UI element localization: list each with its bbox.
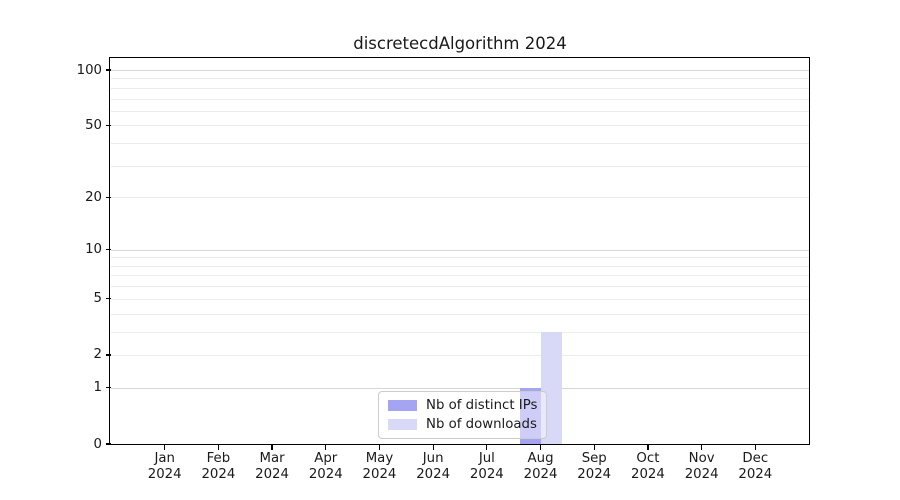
x-tick-label-year: 2024 [469, 467, 504, 482]
x-tick-label-year: 2024 [738, 467, 773, 482]
bar-nb-of-downloads [540, 331, 562, 444]
y-tick-label: 10 [85, 242, 102, 258]
y-tick-mark [105, 248, 111, 251]
x-tick-label-month: Sep [581, 451, 607, 466]
y-tick-label: 20 [85, 189, 102, 205]
x-tick-label: Jul 2024 [459, 451, 515, 483]
y-tick-label: 5 [93, 291, 102, 307]
x-tick-mark [164, 444, 166, 450]
y-tick-label: 50 [85, 117, 102, 133]
x-tick-label: May 2024 [351, 451, 407, 483]
x-tick-label: Dec 2024 [727, 451, 783, 483]
legend-swatch-downloads-icon [388, 419, 417, 430]
y-tick-mark [105, 354, 111, 356]
gridline-minor [111, 143, 809, 145]
x-tick-label-year: 2024 [201, 467, 236, 482]
x-tick-label: Nov 2024 [674, 451, 730, 483]
gridline-major [111, 249, 809, 251]
x-tick-mark [754, 444, 756, 450]
x-tick-mark [700, 444, 703, 450]
legend-swatch-distinct-ips-icon [388, 400, 417, 411]
gridline-minor [111, 165, 809, 167]
x-tick-mark [271, 444, 273, 450]
x-tick-mark [539, 444, 542, 450]
x-tick-label: Jan 2024 [137, 451, 193, 483]
gridline-major [111, 387, 809, 389]
x-tick-label-year: 2024 [416, 467, 451, 482]
x-tick-label-month: Oct [636, 451, 660, 466]
x-tick-label-month: Dec [742, 451, 769, 466]
x-tick-label-year: 2024 [684, 467, 719, 482]
legend: Nb of distinct IPs Nb of downloads [378, 391, 548, 439]
x-tick-mark [432, 444, 434, 450]
plot-area [111, 59, 809, 444]
gridline-minor [111, 98, 809, 100]
x-tick-label: Oct 2024 [620, 451, 676, 483]
legend-label-downloads: Nb of downloads [426, 417, 537, 432]
gridline-major [111, 70, 809, 71]
y-tick-mark [105, 387, 111, 389]
gridline-minor [111, 275, 809, 277]
gridline-minor [111, 354, 809, 356]
x-tick-mark [217, 444, 220, 450]
x-tick-label-month: Jun [422, 451, 444, 466]
x-tick-label-year: 2024 [147, 467, 182, 482]
gridline-minor [111, 286, 809, 288]
x-tick-mark [647, 444, 649, 450]
y-tick-mark [105, 124, 111, 126]
gridline-minor [111, 257, 809, 259]
x-tick-label-month: Apr [314, 451, 338, 466]
gridline-minor [111, 110, 809, 112]
y-tick-mark [105, 298, 111, 300]
gridline-minor [111, 298, 809, 300]
x-tick-label-year: 2024 [631, 467, 665, 482]
gridline-minor [111, 331, 809, 333]
y-tick-mark [105, 196, 111, 198]
x-tick-label-year: 2024 [523, 467, 558, 482]
y-tick-label: 1 [93, 380, 102, 396]
bar-nb-of-distinct-ips [519, 387, 541, 444]
gridline-minor [111, 265, 809, 267]
x-tick-label-month: Feb [206, 451, 231, 466]
x-tick-mark [378, 444, 381, 450]
legend-item-downloads: Nb of downloads [388, 416, 537, 433]
x-tick-label-month: Jul [478, 451, 495, 466]
y-tick-mark [105, 69, 111, 71]
x-tick-mark [325, 444, 327, 450]
x-tick-mark [593, 444, 595, 450]
gridline-minor [111, 197, 809, 199]
gridline-minor [111, 313, 809, 315]
x-tick-label: Mar 2024 [244, 451, 300, 483]
x-tick-label: Jun 2024 [405, 451, 461, 483]
x-tick-label-year: 2024 [255, 467, 289, 482]
chart-title: discretecdAlgorithm 2024 [353, 34, 567, 53]
legend-label-distinct-ips: Nb of distinct IPs [426, 398, 538, 413]
y-tick-label: 0 [93, 436, 102, 452]
x-tick-label: Sep 2024 [566, 451, 622, 483]
x-tick-label-month: Aug [527, 451, 554, 466]
y-tick-mark [105, 443, 111, 445]
x-tick-mark [486, 444, 488, 450]
x-tick-label: Apr 2024 [298, 451, 354, 483]
x-tick-label-year: 2024 [362, 467, 397, 482]
x-tick-label-month: May [365, 451, 394, 466]
x-tick-label-year: 2024 [577, 467, 612, 482]
legend-item-distinct-ips: Nb of distinct IPs [388, 397, 537, 414]
x-tick-label-year: 2024 [308, 467, 343, 482]
y-tick-label: 100 [76, 62, 102, 78]
x-tick-label-month: Mar [259, 451, 285, 466]
gridline-minor [111, 78, 809, 80]
x-tick-label: Feb 2024 [190, 451, 246, 483]
x-tick-label-month: Nov [688, 451, 715, 466]
y-tick-label: 2 [93, 347, 102, 363]
gridline-minor [111, 125, 809, 127]
gridline-minor [111, 87, 809, 89]
x-tick-label: Aug 2024 [513, 451, 569, 483]
x-tick-label-month: Jan [154, 451, 175, 466]
